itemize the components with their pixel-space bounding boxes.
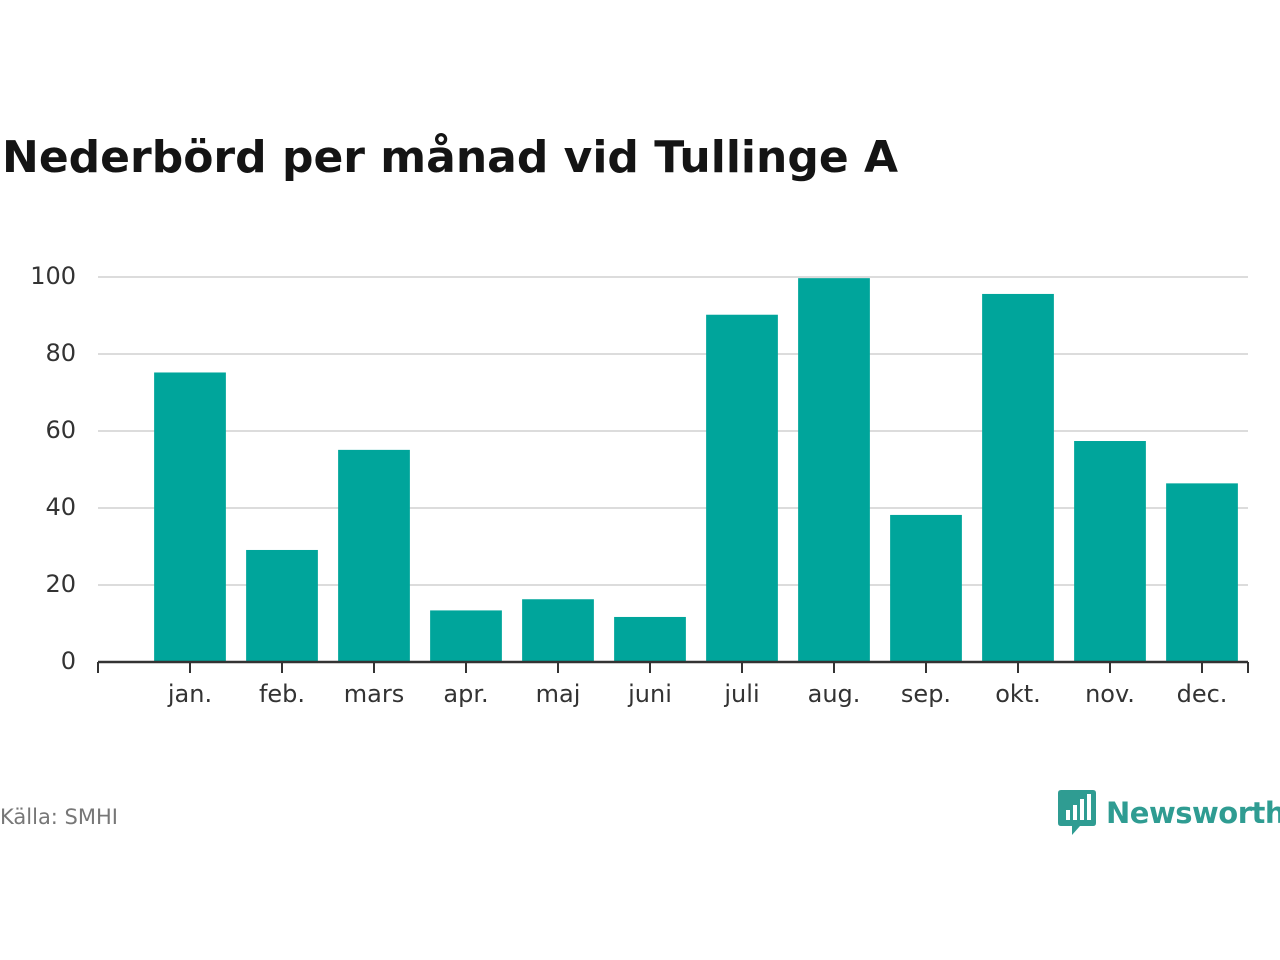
x-axis-labels: jan. feb. mars apr. maj juni juli aug. sep. okt. n… <box>167 680 1228 708</box>
y-tick-label: 20 <box>45 570 76 598</box>
bar-9[interactable] <box>890 514 962 662</box>
bars <box>154 278 1238 662</box>
x-tick-label: juli <box>723 680 759 708</box>
bar-5[interactable] <box>522 599 594 662</box>
bar-7[interactable] <box>706 314 778 662</box>
y-tick-label: 60 <box>45 416 76 444</box>
x-tick-label: jan. <box>167 680 212 708</box>
x-tick-label: sep. <box>901 680 951 708</box>
bar-12[interactable] <box>1166 483 1238 662</box>
bar-chart-speech-bubble-icon <box>1058 790 1096 835</box>
x-tick-label: mars <box>344 680 404 708</box>
y-tick-label: 80 <box>45 339 76 367</box>
bar-8[interactable] <box>798 278 870 662</box>
bar-3[interactable] <box>338 449 410 662</box>
brand-logo[interactable]: Newsworthy <box>1058 790 1280 836</box>
brand-name: Newsworthy <box>1106 796 1280 830</box>
bar-11[interactable] <box>1074 441 1146 662</box>
bar-1[interactable] <box>154 372 226 662</box>
x-tick-label: aug. <box>808 680 861 708</box>
x-tick-label: okt. <box>995 680 1041 708</box>
x-tick-label: maj <box>536 680 581 708</box>
bar-10[interactable] <box>982 293 1054 662</box>
y-tick-label: 40 <box>45 493 76 521</box>
x-tick-label: feb. <box>259 680 305 708</box>
bar-6[interactable] <box>614 616 686 662</box>
bar-2[interactable] <box>246 549 318 662</box>
x-tick-label: juni <box>627 680 672 708</box>
x-axis <box>97 660 1249 673</box>
x-tick-label: apr. <box>443 680 488 708</box>
x-tick-label: nov. <box>1085 680 1135 708</box>
chart-title: Nederbörd per månad vid Tullinge A <box>2 132 899 183</box>
source-credit: Källa: SMHI <box>0 805 118 829</box>
bar-4[interactable] <box>430 610 502 662</box>
x-tick-label: dec. <box>1177 680 1228 708</box>
y-tick-label: 0 <box>61 647 76 675</box>
y-tick-label: 100 <box>30 262 76 290</box>
y-axis-labels: 0 20 40 60 80 100 <box>30 262 76 675</box>
